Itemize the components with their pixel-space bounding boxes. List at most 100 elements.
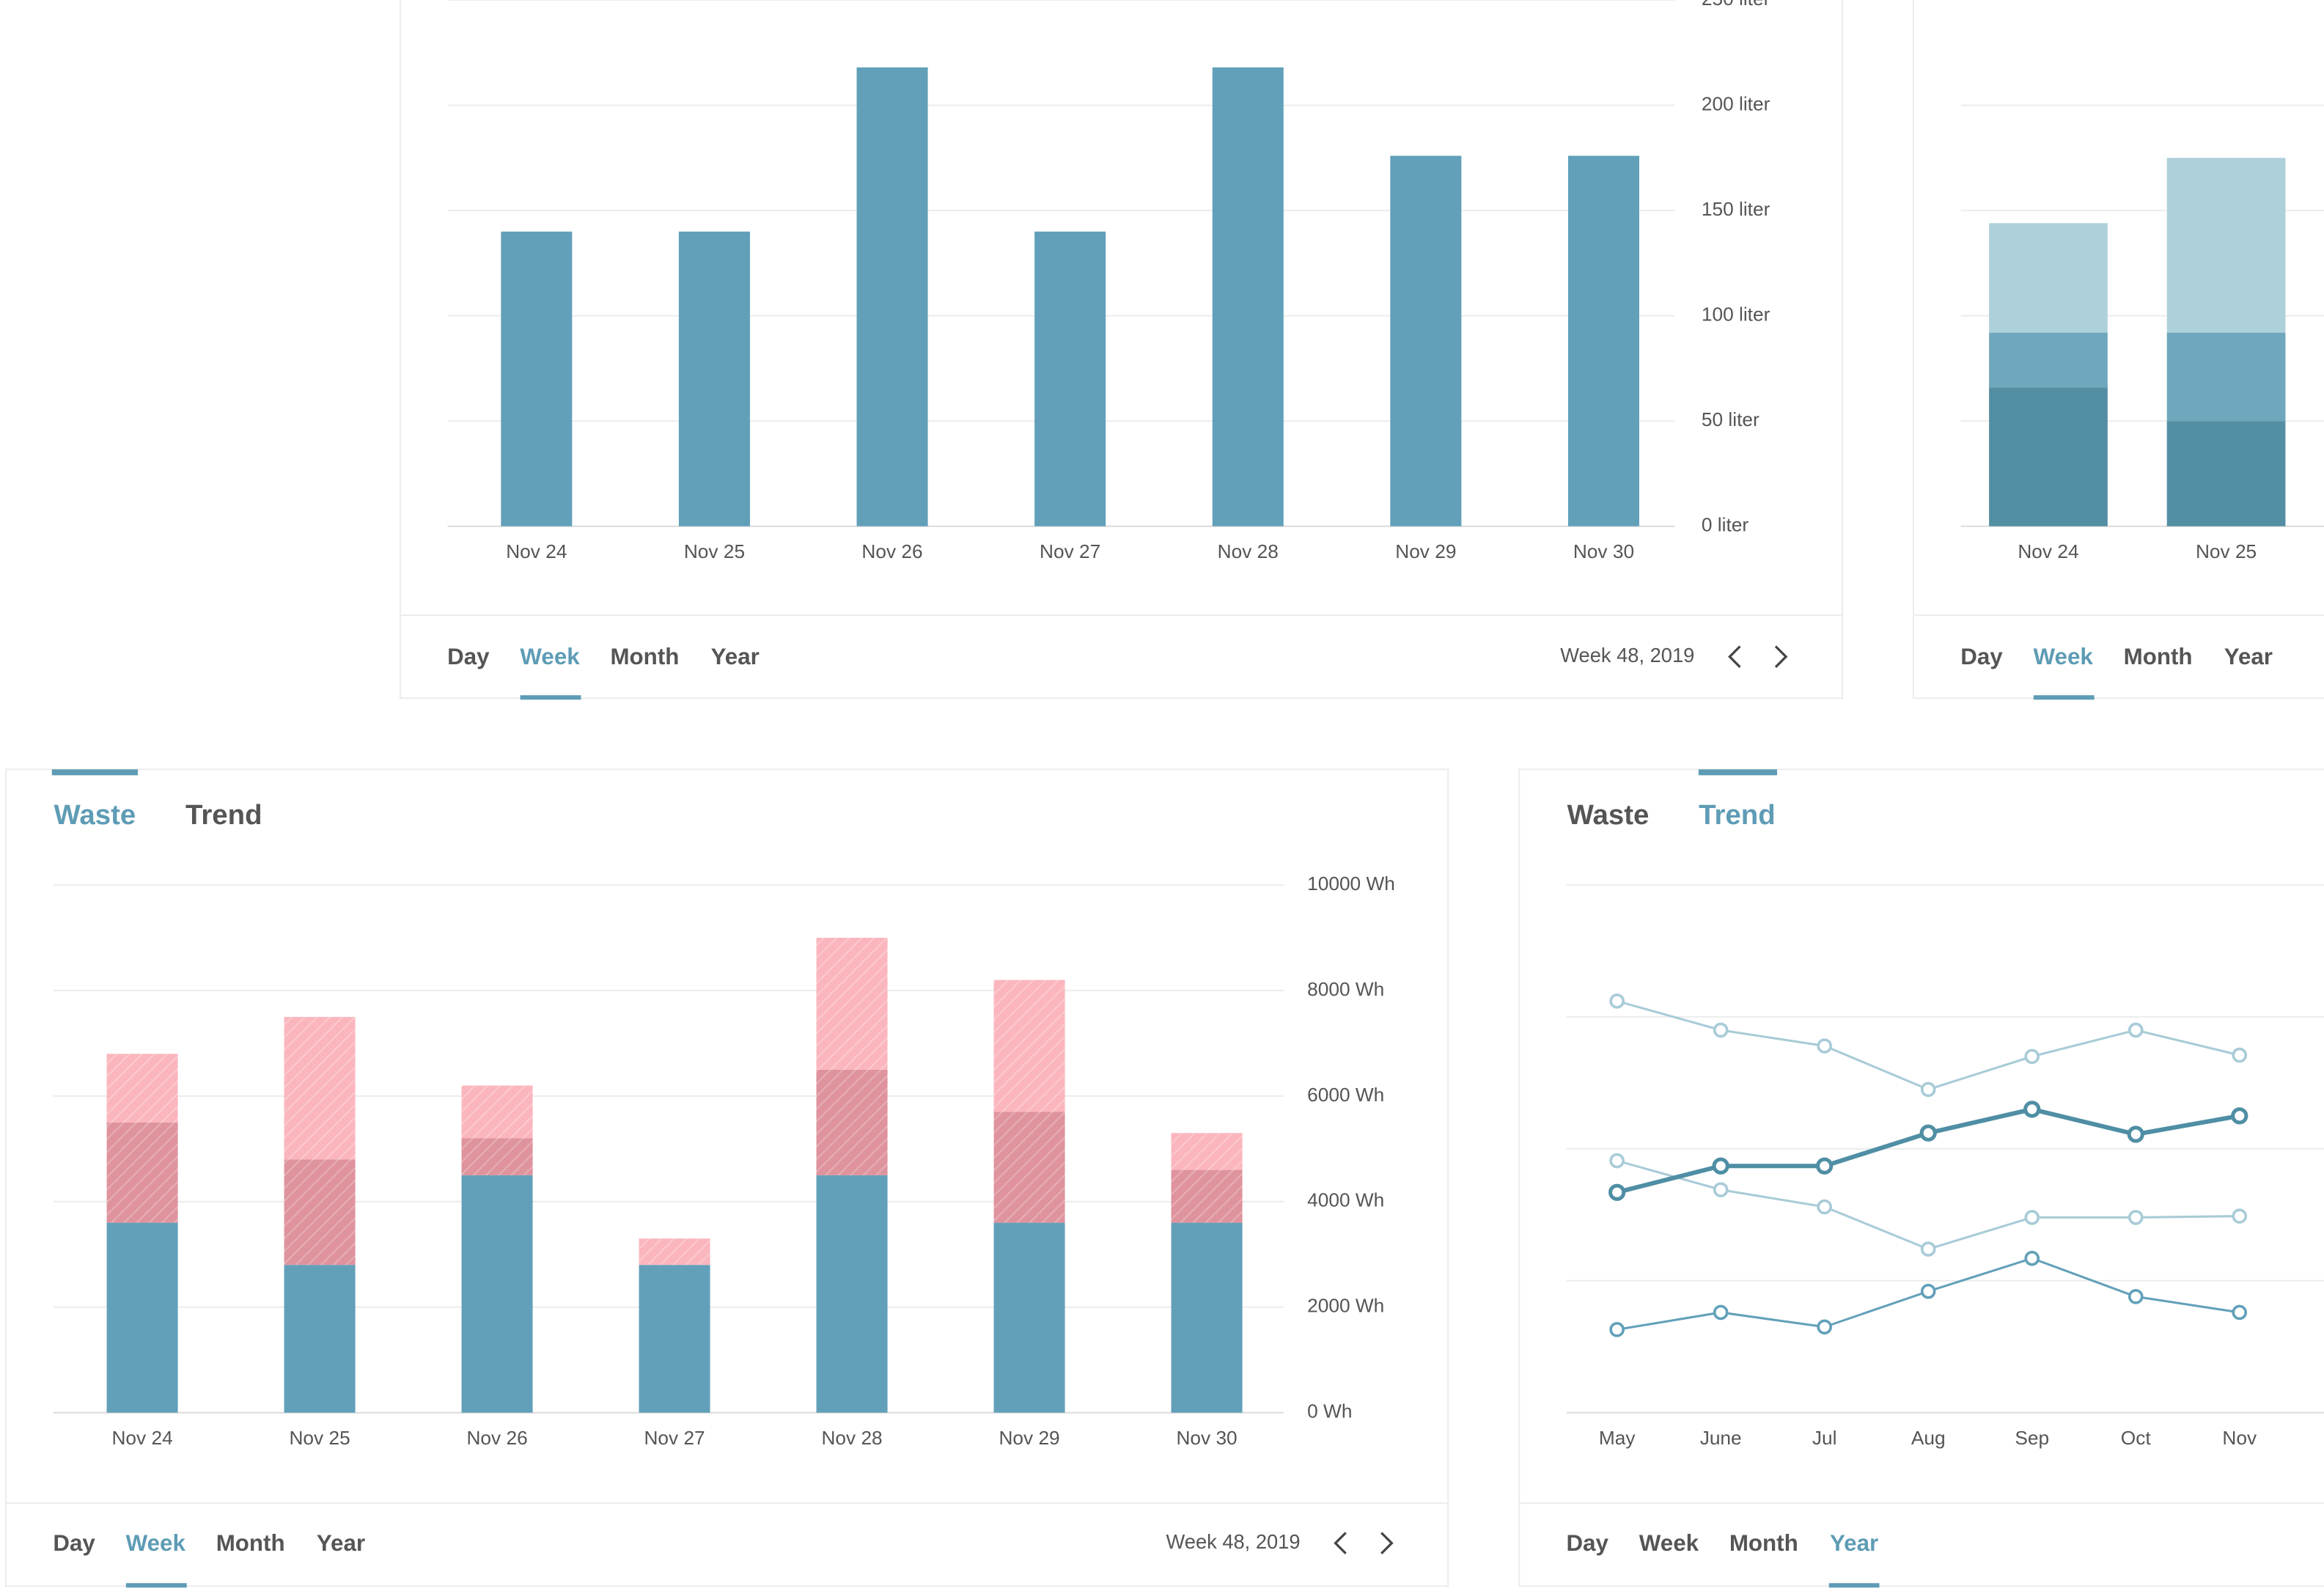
next-button[interactable]: [1380, 1532, 1394, 1554]
point: [2024, 1250, 2040, 1266]
point: [1919, 1124, 1937, 1142]
hatch: [1171, 1169, 1243, 1223]
hatch: [639, 1238, 710, 1266]
range-tab[interactable]: Year: [2224, 644, 2273, 669]
point: [1609, 994, 1625, 1009]
view-tab[interactable]: Waste: [54, 799, 136, 831]
period-label: Week 48, 2019: [1560, 644, 1694, 666]
y-tick-label: 4000 Wh: [1307, 1189, 1384, 1211]
bar-segment: [2166, 158, 2286, 333]
bar-segment: [1989, 223, 2108, 333]
x-tick-label: Nov 29: [999, 1427, 1059, 1449]
hatch: [106, 1054, 178, 1123]
x-tick-label: Nov 28: [821, 1427, 882, 1449]
prev-button[interactable]: [1728, 645, 1741, 668]
prev-button[interactable]: [1334, 1532, 1347, 1554]
range-tab[interactable]: Month: [216, 1530, 285, 1556]
point: [1713, 1304, 1729, 1321]
range-tab[interactable]: Week: [2034, 644, 2094, 669]
point: [1608, 1183, 1626, 1201]
x-tick-label: Nov 29: [1395, 540, 1456, 562]
bar-segment: [639, 1265, 710, 1413]
range-tab[interactable]: Day: [1960, 644, 2003, 669]
point: [1609, 1322, 1625, 1337]
range-tab[interactable]: Week: [520, 644, 580, 669]
bar-segment: [106, 1222, 178, 1413]
x-tick-label: Nov 30: [1573, 540, 1634, 562]
x-tick-label: Nov: [2222, 1427, 2257, 1449]
x-tick-label: Nov 24: [506, 540, 567, 562]
hatch: [1171, 1133, 1243, 1170]
y-tick-label: 10000 Wh: [1307, 873, 1395, 895]
point: [2232, 1304, 2248, 1321]
hatch: [816, 937, 888, 1070]
point: [1920, 1241, 1936, 1257]
range-tab[interactable]: Month: [610, 644, 679, 669]
point: [2231, 1107, 2248, 1125]
bar: [678, 231, 750, 526]
point: [2128, 1210, 2144, 1225]
y-tick-label: 250 liter: [1702, 0, 1770, 10]
range-tab[interactable]: Day: [53, 1530, 95, 1556]
point: [1920, 1081, 1936, 1098]
x-tick-label: June: [1700, 1427, 1742, 1449]
hatch: [993, 980, 1065, 1112]
x-tick-label: Jul: [1812, 1427, 1837, 1449]
x-tick-label: Nov 26: [861, 540, 922, 562]
bar-segment: [1989, 332, 2108, 388]
bar-segment: [284, 1265, 356, 1413]
range-tab[interactable]: Week: [1639, 1530, 1699, 1556]
y-tick-label: 150 liter: [1702, 198, 1770, 220]
range-tab[interactable]: Day: [447, 644, 490, 669]
hatch: [461, 1138, 533, 1175]
period-label: Week 48, 2019: [1166, 1530, 1301, 1553]
point: [2128, 1289, 2144, 1304]
active-underline: [125, 1583, 187, 1588]
point: [2232, 1208, 2248, 1224]
point: [1817, 1319, 1833, 1335]
range-tab[interactable]: Year: [1830, 1530, 1878, 1556]
hatch: [993, 1112, 1065, 1223]
point: [1712, 1157, 1729, 1175]
point: [2128, 1022, 2144, 1038]
view-tab[interactable]: Trend: [185, 799, 262, 831]
x-tick-label: Aug: [1911, 1427, 1946, 1449]
range-tab[interactable]: Month: [2124, 644, 2193, 669]
view-tab[interactable]: Waste: [1567, 799, 1650, 831]
point: [2232, 1047, 2248, 1063]
y-tick-label: 200 liter: [1702, 93, 1770, 115]
bar-segment: [2166, 421, 2286, 526]
point: [1817, 1038, 1833, 1054]
range-tab[interactable]: Month: [1729, 1530, 1798, 1556]
bar: [1034, 231, 1106, 526]
hatch: [284, 1159, 356, 1266]
range-tab[interactable]: Year: [711, 644, 760, 669]
bar: [1212, 67, 1284, 526]
point: [2024, 1048, 2040, 1065]
y-tick-label: 8000 Wh: [1307, 978, 1384, 1000]
x-tick-label: Nov 26: [466, 1427, 527, 1449]
active-underline: [2033, 695, 2095, 700]
view-tab[interactable]: Trend: [1699, 799, 1776, 831]
point: [2023, 1101, 2041, 1118]
next-button[interactable]: [1774, 645, 1788, 668]
x-tick-label: Nov 30: [1176, 1427, 1237, 1449]
bar-segment: [1989, 387, 2108, 526]
range-tab[interactable]: Year: [317, 1530, 365, 1556]
x-tick-label: Nov 27: [644, 1427, 705, 1449]
hatch: [284, 1016, 356, 1160]
y-tick-label: 100 liter: [1702, 304, 1770, 326]
range-tab[interactable]: Week: [126, 1530, 186, 1556]
hatch: [461, 1085, 533, 1139]
active-underline: [1828, 1583, 1880, 1588]
bar-segment: [1171, 1222, 1243, 1413]
bar: [1390, 155, 1462, 526]
range-tab[interactable]: Day: [1566, 1530, 1608, 1556]
point: [1609, 1153, 1625, 1169]
x-tick-label: Nov 25: [684, 540, 745, 562]
point: [2127, 1125, 2144, 1143]
panel: [1518, 768, 2324, 1587]
point: [1713, 1022, 1729, 1038]
bar: [856, 67, 928, 526]
